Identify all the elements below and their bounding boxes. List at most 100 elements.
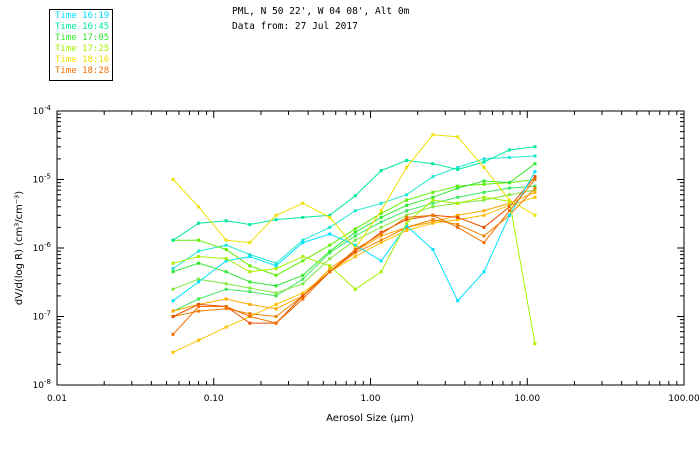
- data-point: [379, 209, 383, 213]
- data-point: [482, 213, 486, 217]
- data-point: [507, 181, 511, 185]
- y-tick-exponent: -4: [44, 104, 52, 112]
- data-point: [379, 169, 383, 173]
- data-point: [301, 201, 305, 205]
- data-point: [507, 186, 511, 190]
- y-tick-exponent: -5: [44, 173, 51, 181]
- data-point: [197, 297, 201, 301]
- data-point: [533, 162, 537, 166]
- x-tick-label: 100.00: [668, 394, 700, 404]
- data-point: [507, 213, 511, 217]
- data-point: [301, 255, 305, 259]
- y-tick-base: 10: [33, 313, 45, 323]
- data-point: [482, 270, 486, 274]
- data-point: [431, 195, 435, 199]
- data-point: [533, 145, 537, 149]
- data-point: [197, 338, 201, 342]
- data-point: [379, 232, 383, 236]
- data-point: [482, 179, 486, 183]
- data-point: [456, 223, 460, 227]
- data-point: [274, 218, 278, 222]
- data-point: [274, 264, 278, 268]
- data-point: [224, 282, 228, 286]
- y-axis-title: dV/d(log R) (cm³/cm⁻³): [14, 191, 25, 305]
- data-point: [274, 273, 278, 277]
- data-point: [482, 195, 486, 199]
- data-point: [482, 165, 486, 169]
- data-point: [431, 175, 435, 179]
- data-point: [224, 248, 228, 252]
- data-point: [274, 267, 278, 271]
- data-point: [353, 230, 357, 234]
- data-point: [248, 302, 252, 306]
- data-point: [379, 241, 383, 245]
- data-point: [533, 170, 537, 174]
- data-point: [224, 257, 228, 261]
- data-point: [224, 297, 228, 301]
- data-point: [248, 223, 252, 227]
- data-point: [328, 249, 332, 253]
- data-point: [248, 315, 252, 318]
- data-point: [353, 255, 357, 259]
- data-point: [482, 182, 486, 186]
- data-point: [431, 190, 435, 194]
- data-point: [533, 175, 537, 179]
- data-point: [353, 234, 357, 238]
- data-point: [224, 304, 228, 308]
- data-point: [274, 291, 278, 295]
- data-point: [328, 267, 332, 271]
- data-point: [456, 225, 460, 229]
- x-tick-label: 0.10: [204, 394, 224, 404]
- data-point: [379, 259, 383, 263]
- data-point: [431, 162, 435, 166]
- data-point: [301, 291, 305, 295]
- data-point: [431, 198, 435, 202]
- data-point: [171, 238, 175, 242]
- data-point: [328, 257, 332, 261]
- data-point: [353, 243, 357, 247]
- data-point: [507, 148, 511, 152]
- data-point: [456, 213, 460, 217]
- data-point: [507, 209, 511, 213]
- data-point: [353, 209, 357, 213]
- data-point: [431, 205, 435, 209]
- data-point: [456, 167, 460, 171]
- legend-entry-1705: Time 17:05: [55, 33, 110, 43]
- data-point: [197, 280, 201, 284]
- legend-entry-1828: Time 18:28: [55, 66, 110, 76]
- legend: Time 16:19 Time 16:45 Time 17:05 Time 17…: [49, 9, 113, 81]
- data-point: [533, 190, 537, 194]
- data-point: [533, 154, 537, 158]
- data-point: [353, 246, 357, 250]
- y-tick-base: 10: [33, 244, 45, 254]
- data-point: [224, 259, 228, 263]
- data-point: [328, 215, 332, 219]
- data-point: [482, 198, 486, 202]
- data-point: [171, 178, 175, 181]
- data-point: [197, 309, 201, 313]
- data-point: [248, 280, 252, 284]
- data-point: [353, 287, 357, 291]
- data-point: [353, 194, 357, 198]
- data-point: [379, 201, 383, 205]
- data-point: [171, 315, 175, 318]
- axis-ticks: 0.01 0.10 1.00 10.00 100.0010-810-710-610-51…: [33, 104, 700, 404]
- data-point: [171, 267, 175, 271]
- data-point: [328, 270, 332, 274]
- data-point: [533, 178, 537, 181]
- data-point: [328, 213, 332, 217]
- data-point: [274, 315, 278, 318]
- y-tick-label: 10-8: [33, 378, 51, 391]
- data-point: [248, 241, 252, 245]
- data-point: [171, 299, 175, 303]
- data-point: [456, 135, 460, 139]
- data-point: [328, 251, 332, 255]
- y-tick-label: 10-4: [33, 104, 52, 117]
- data-point: [301, 241, 305, 245]
- data-point: [431, 213, 435, 217]
- data-point: [171, 270, 175, 274]
- data-point: [197, 302, 201, 306]
- data-point: [405, 193, 409, 197]
- data-point: [171, 332, 175, 336]
